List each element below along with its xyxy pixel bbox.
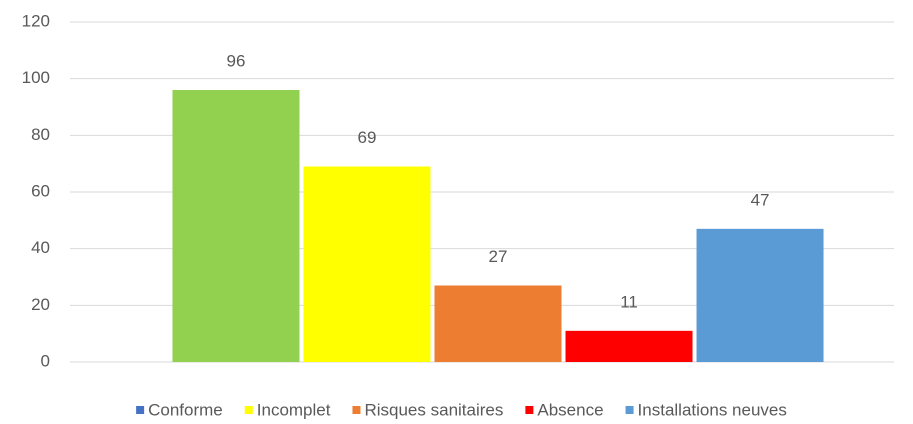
legend-marker [525,406,534,414]
bar [434,285,562,362]
y-tick-label: 80 [31,125,50,144]
y-tick-label: 0 [41,351,50,370]
data-label: 47 [751,190,770,209]
bar [303,166,431,362]
legend-marker [244,406,253,414]
data-label: 69 [358,128,377,147]
legend-label: Incomplet [257,400,331,419]
legend-marker [625,406,634,414]
bar [172,90,300,362]
y-tick-label: 120 [22,11,50,30]
y-tick-label: 20 [31,295,50,314]
legend-label: Risques sanitaires [364,400,503,419]
y-tick-label: 60 [31,181,50,200]
y-tick-label: 100 [22,68,50,87]
legend-label: Installations neuves [638,400,787,419]
legend-label: Absence [537,400,603,419]
legend-marker [352,406,361,414]
data-label: 96 [227,51,246,70]
y-tick-label: 40 [31,238,50,257]
data-label: 27 [489,247,508,266]
bar [696,228,824,362]
legend-marker [136,406,145,414]
legend-label: Conforme [148,400,223,419]
data-label: 11 [620,292,638,311]
bar [565,330,693,362]
